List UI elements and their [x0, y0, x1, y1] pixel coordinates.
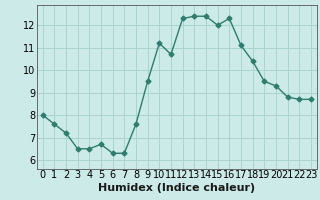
X-axis label: Humidex (Indice chaleur): Humidex (Indice chaleur)	[98, 183, 255, 193]
